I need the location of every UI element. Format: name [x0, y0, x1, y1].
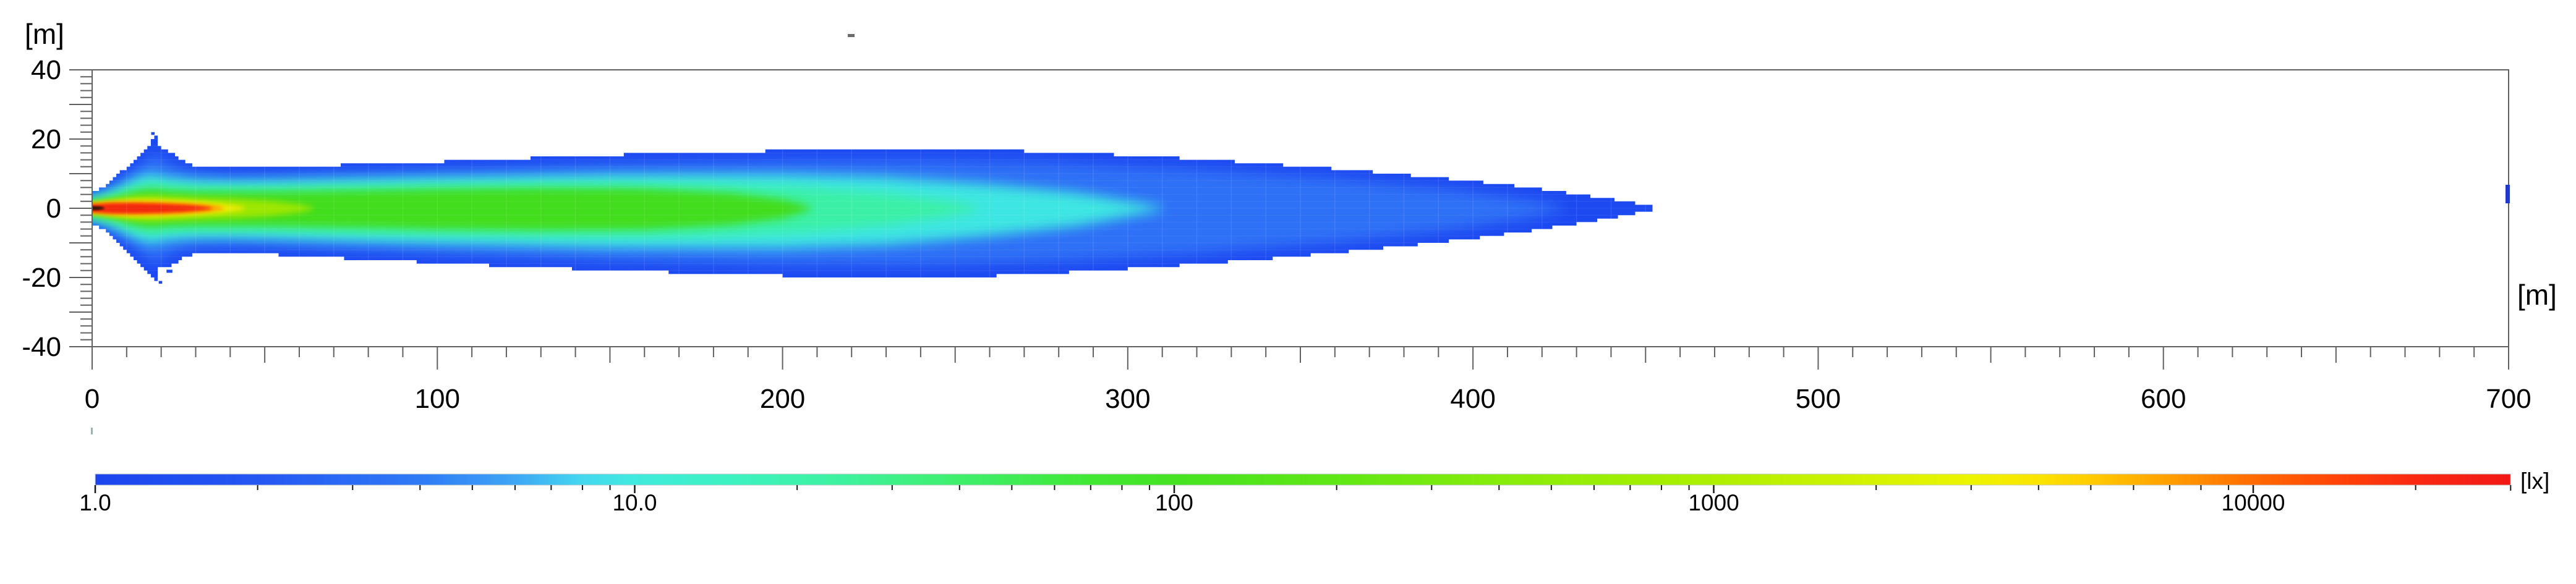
y-axis-tick-label: 20 [31, 124, 61, 154]
origin-axis-stub [91, 428, 93, 434]
x-axis-tick-label: 700 [2486, 384, 2531, 414]
x-axis-tick-label: 100 [415, 384, 460, 414]
y-axis: 40 20 0 -20 -40 [22, 55, 92, 362]
colorbar-tick-label: 1000 [1688, 490, 1739, 515]
beam-stray-cell [151, 132, 155, 135]
x-axis-tick-label: 300 [1105, 384, 1150, 414]
x-axis-tick-label: 500 [1796, 384, 1841, 414]
beam-inner-contours [92, 153, 1563, 266]
x-axis-tick-label: 600 [2141, 384, 2186, 414]
colorbar-tick-label: 100 [1155, 490, 1193, 515]
colorbar-bar [95, 473, 2511, 486]
y-axis-tick-label: 40 [31, 55, 61, 85]
x-axis-tick-label: 0 [85, 384, 100, 414]
x-axis-unit-label: [m] [2517, 279, 2557, 311]
top-speck [848, 34, 855, 37]
colorbar-tick-label: 1.0 [79, 490, 111, 515]
right-border-blue-dash [2506, 185, 2510, 203]
y-axis-unit-label: [m] [25, 18, 64, 50]
y-axis-tick-label: -20 [22, 263, 61, 293]
grid-clip-group [92, 135, 1653, 281]
beam-contour-100lx [92, 188, 811, 231]
colorbar-legend: 1.0 10.0 100 1000 10000 [79, 473, 2512, 515]
beam-heatmap [92, 132, 1653, 284]
unit-labels: [m] [m] [lx] [25, 18, 2557, 494]
beam-contour-10000lx [92, 203, 211, 214]
x-axis: 0 100 200 300 400 500 600 700 [85, 347, 2531, 414]
colorbar-tick-label: 10.0 [612, 490, 657, 515]
beam-contour-30000lx [92, 206, 104, 211]
beam-stray-cell [158, 281, 163, 284]
x-axis-tick-label: 400 [1450, 384, 1495, 414]
stray-marks [91, 34, 2510, 434]
beam-stray-cell [166, 269, 173, 273]
y-axis-tick-label: -40 [22, 332, 61, 362]
colorbar-unit-label: [lx] [2520, 468, 2549, 494]
x-axis-tick-label: 200 [760, 384, 805, 414]
colorbar-tick-label: 10000 [2222, 490, 2285, 515]
y-axis-tick-label: 0 [46, 193, 61, 224]
calculation-grid-overlay [92, 135, 1653, 281]
